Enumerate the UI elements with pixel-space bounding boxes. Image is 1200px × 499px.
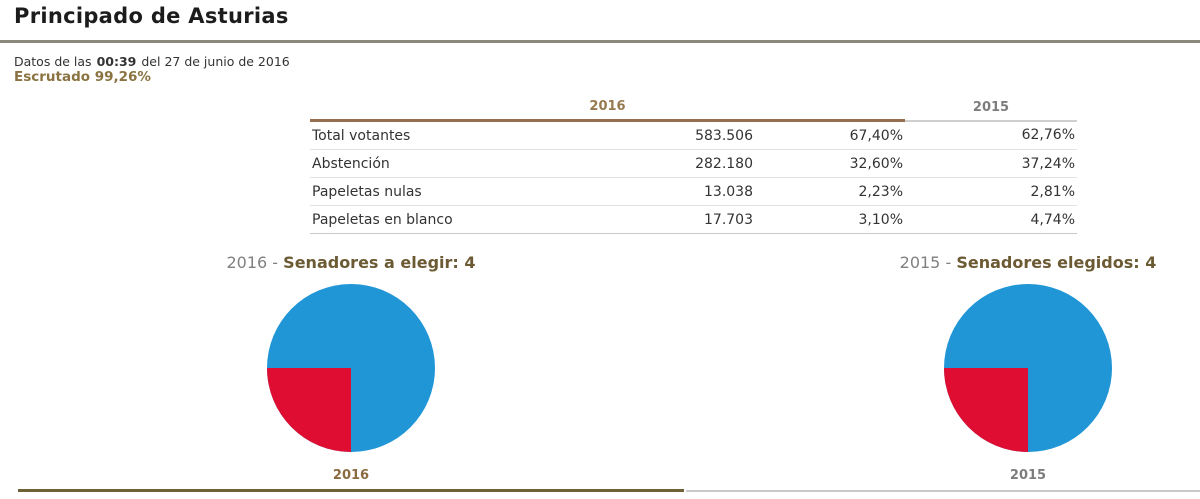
pie-svg-2015: [944, 284, 1112, 452]
row-value-2016: 17.703: [480, 205, 755, 234]
chart-title-text: Senadores elegidos: 4: [956, 253, 1157, 272]
axis-line-2015: [686, 490, 1200, 492]
row-pct-2015: 37,24%: [905, 149, 1077, 178]
column-header-2015: 2015: [905, 96, 1077, 122]
row-value-2016: 282.180: [480, 149, 755, 178]
pie-svg-2016: [267, 284, 435, 452]
pie-slice-red: [267, 368, 351, 452]
row-pct-2016: 32,60%: [755, 149, 905, 178]
pie-chart-panel-2016: 2016 - Senadores a elegir: 4 2016: [18, 252, 684, 494]
pie-chart-2015: [686, 283, 1200, 453]
table-row: Total votantes 583.506 67,40% 62,76%: [310, 120, 1077, 150]
pie-chart-title-2016: 2016 - Senadores a elegir: 4: [18, 252, 684, 274]
row-label: Papeletas en blanco: [310, 205, 480, 234]
axis-label-2015: 2015: [1009, 468, 1047, 483]
participation-table: 2016 2015 Total votantes 583.506 67,40% …: [310, 96, 1077, 234]
pie-chart-panel-2015: 2015 - Senadores elegidos: 4 2015: [686, 252, 1200, 494]
row-label: Total votantes: [310, 120, 480, 150]
timestamp-time: 00:39: [96, 54, 137, 69]
row-value-2016: 13.038: [480, 177, 755, 206]
chart-title-text: Senadores a elegir: 4: [283, 253, 476, 272]
axis-label-2016: 2016: [332, 468, 370, 483]
title-separator-line: [0, 40, 1200, 43]
page-title: Principado de Asturias: [14, 4, 289, 28]
row-pct-2015: 2,81%: [905, 177, 1077, 206]
scrutinized-percentage: Escrutado 99,26%: [14, 69, 151, 85]
table-row: Papeletas nulas 13.038 2,23% 2,81%: [310, 177, 1077, 206]
data-timestamp-line: Datos de las 00:39 del 27 de junio de 2016: [14, 54, 290, 69]
axis-line-2016: [18, 489, 684, 492]
chart-title-year: 2015 -: [899, 253, 957, 272]
table-header-row: 2016 2015: [310, 96, 1077, 122]
pie-chart-title-2015: 2015 - Senadores elegidos: 4: [686, 252, 1200, 274]
row-label: Abstención: [310, 149, 480, 178]
timestamp-prefix: Datos de las: [14, 54, 92, 69]
chart-title-year: 2016 -: [226, 253, 284, 272]
row-pct-2015: 62,76%: [905, 120, 1077, 150]
row-pct-2015: 4,74%: [905, 205, 1077, 234]
row-pct-2016: 3,10%: [755, 205, 905, 234]
row-pct-2016: 67,40%: [755, 120, 905, 150]
row-value-2016: 583.506: [480, 120, 755, 150]
row-label: Papeletas nulas: [310, 177, 480, 206]
column-header-2016: 2016: [310, 96, 905, 122]
table-row: Papeletas en blanco 17.703 3,10% 4,74%: [310, 205, 1077, 234]
row-pct-2016: 2,23%: [755, 177, 905, 206]
pie-chart-2016: [18, 283, 684, 453]
table-row: Abstención 282.180 32,60% 37,24%: [310, 149, 1077, 178]
timestamp-suffix: del 27 de junio de 2016: [141, 54, 290, 69]
pie-slice-red: [944, 368, 1028, 452]
